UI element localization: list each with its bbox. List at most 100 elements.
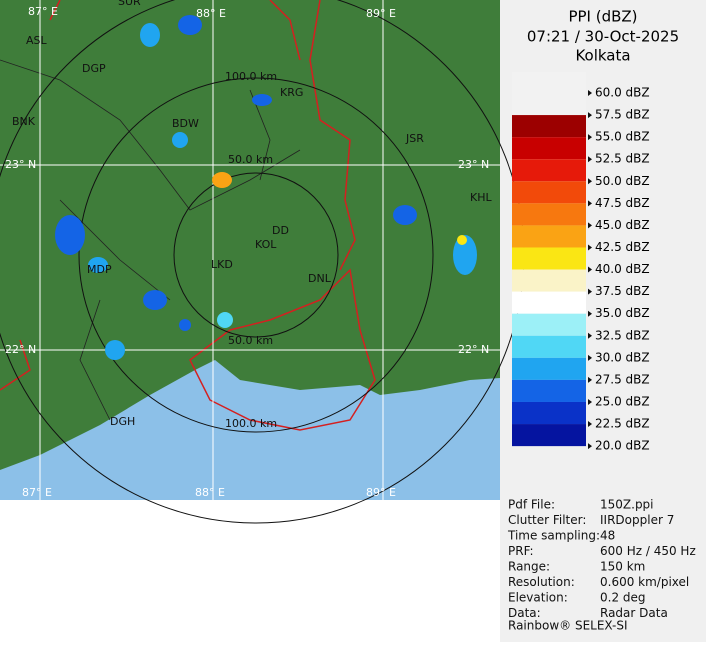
info-value: IIRDoppler 7 (600, 513, 674, 527)
legend-tick (588, 244, 592, 251)
grid-label: 88° E (196, 7, 226, 20)
legend-label: 20.0 dBZ (595, 439, 650, 453)
legend: 60.0 dBZ 57.5 dBZ 55.0 dBZ 52.5 dBZ 50.0 dBZ… (512, 72, 650, 453)
grid (0, 0, 500, 500)
legend-swatch (512, 379, 586, 402)
borders (0, 0, 356, 391)
legend-label: 50.0 dBZ (595, 174, 650, 188)
legend-swatch (512, 247, 586, 270)
legend-tick (588, 90, 592, 96)
legend-swatch (512, 72, 586, 116)
legend-tick (588, 421, 592, 428)
legend-label: 45.0 dBZ (595, 218, 650, 232)
info-key: Pdf File: (508, 498, 555, 512)
city: DGH (110, 415, 135, 428)
legend-swatch (512, 291, 586, 314)
districts (0, 59, 301, 421)
legend-swatch (512, 313, 586, 336)
city: LKD (211, 258, 233, 271)
info-value: 0.2 deg (600, 591, 646, 605)
city: DD (272, 224, 289, 237)
info-key: Elevation: (508, 591, 568, 605)
legend-tick (588, 376, 592, 383)
legend-swatch (512, 115, 586, 138)
info-value: 600 Hz / 450 Hz (600, 544, 696, 558)
legend-label: 42.5 dBZ (595, 240, 650, 254)
delta-rivers (189, 268, 376, 431)
footer: Rainbow® SELEX-SI (508, 619, 628, 633)
legend-tick (588, 266, 592, 273)
grid-label: 23° N (5, 158, 36, 171)
legend-label: 40.0 dBZ (595, 262, 650, 276)
legend-tick (588, 200, 592, 207)
city: KRG (280, 86, 303, 99)
info-key: Clutter Filter: (508, 513, 586, 527)
legend-label: 25.0 dBZ (595, 394, 650, 408)
info-key: Time sampling: (507, 529, 600, 543)
legend-swatch (512, 335, 586, 358)
legend-label: 32.5 dBZ (595, 328, 650, 342)
legend-label: 52.5 dBZ (595, 152, 650, 166)
info-key: PRF: (508, 544, 534, 558)
datetime: 07:21 / 30-Oct-2025 (527, 28, 679, 46)
info-value: 48 (600, 529, 615, 543)
city: BNK (12, 115, 36, 128)
grid-label: 88° E (195, 486, 225, 499)
legend-tick (588, 310, 592, 317)
legend-tick (588, 178, 592, 185)
legend-swatch (512, 181, 586, 204)
grid-label: 87° E (22, 486, 52, 499)
info-value: 0.600 km/pixel (600, 575, 689, 589)
legend-swatch (512, 357, 586, 380)
grid-label: 89° E (366, 486, 396, 499)
legend-label: 60.0 dBZ (595, 86, 650, 100)
city: BDW (172, 117, 199, 130)
legend-tick (588, 134, 592, 141)
grid-label: 89° E (366, 7, 396, 20)
legend-swatch (512, 269, 586, 292)
map: 87° E 88° E 89° E 87° E 88° E 89° E 23° … (0, 0, 525, 524)
info-key: Data: (508, 606, 541, 620)
legend-label: 22.5 dBZ (595, 417, 650, 431)
legend-label: 57.5 dBZ (595, 108, 650, 122)
legend-swatch (512, 159, 586, 182)
legend-tick (588, 332, 592, 339)
info-value: 150 km (600, 560, 645, 574)
legend-swatch (512, 401, 586, 425)
info-value: Radar Data (600, 606, 668, 620)
legend-label: 37.5 dBZ (595, 284, 650, 298)
legend-tick (588, 222, 592, 229)
city: MDP (87, 263, 112, 276)
legend-swatch (512, 225, 586, 248)
product-title: PPI (dBZ) (568, 8, 637, 26)
legend-tick (588, 156, 592, 163)
city: SUR (118, 0, 141, 8)
range-label: 100.0 km (225, 417, 277, 430)
legend-swatch (512, 424, 586, 447)
legend-tick (588, 398, 592, 405)
info-key: Resolution: (508, 575, 575, 589)
legend-swatch (512, 203, 586, 226)
legend-label: 55.0 dBZ (595, 130, 650, 144)
range-label: 100.0 km (225, 70, 277, 83)
info-value: 150Z.ppi (600, 498, 654, 512)
grid-label: 22° N (5, 343, 36, 356)
legend-tick (588, 288, 592, 295)
grid-label: 87° E (28, 5, 58, 18)
city: ASL (26, 34, 48, 47)
legend-tick (588, 443, 592, 450)
sea (0, 360, 500, 500)
station: Kolkata (575, 47, 630, 65)
legend-tick (588, 354, 592, 361)
city: KHL (470, 191, 492, 204)
legend-tick (588, 112, 592, 119)
city: DNL (308, 272, 332, 285)
city: DGP (82, 62, 106, 75)
info-table: Pdf File: 150Z.ppi Clutter Filter: IIRDoppl… (507, 498, 696, 621)
legend-swatch (512, 137, 586, 160)
legend-label: 27.5 dBZ (595, 372, 650, 386)
city: KOL (255, 238, 277, 251)
legend-label: 35.0 dBZ (595, 306, 650, 320)
info-key: Range: (508, 560, 550, 574)
